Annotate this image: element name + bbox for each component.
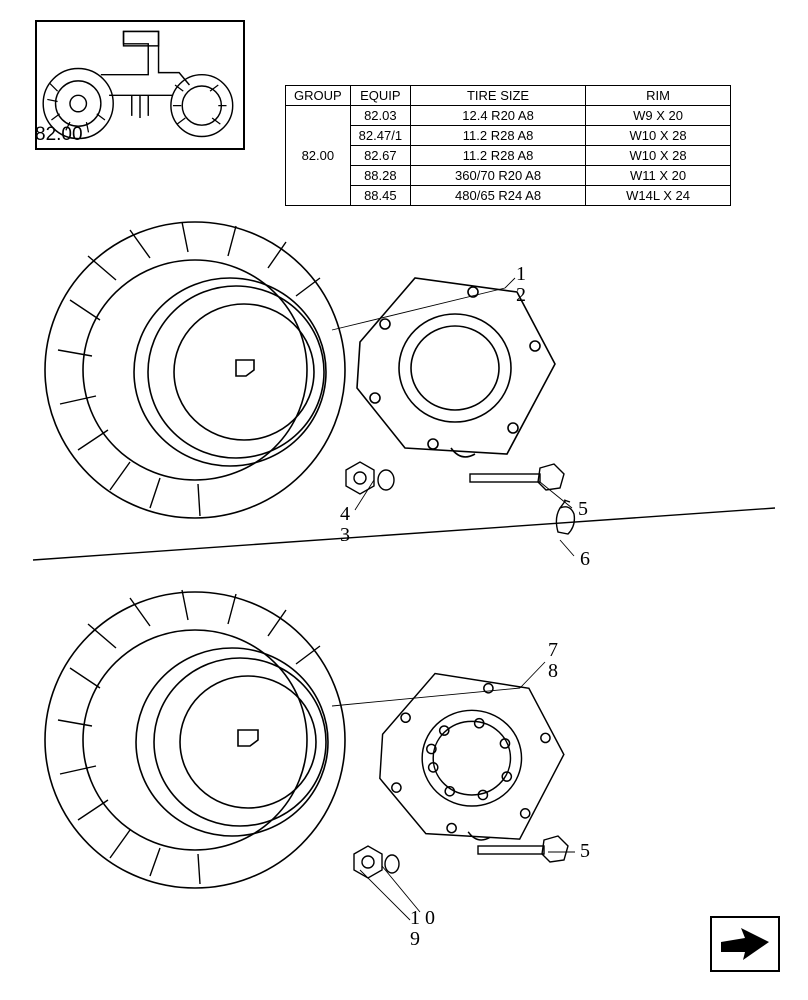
col-rim: RIM [586,86,731,106]
arrow-icon [715,922,775,966]
col-tire: TIRE SIZE [411,86,586,106]
callout-num: 4 [340,504,350,525]
callout-6: 6 [580,548,590,571]
cell-equip: 88.45 [350,186,410,206]
cell-tire: 11.2 R28 A8 [411,146,586,166]
callout-5-lower: 5 [580,840,590,863]
cell-group: 82.00 [286,106,351,206]
cell-tire: 11.2 R28 A8 [411,126,586,146]
callout-1-2: 1 2 [516,264,526,306]
page-root: 82.00 GROUP EQUIP TIRE SIZE RIM 82.00 82… [0,0,808,1000]
table-row: 88.45 480/65 R24 A8 W14L X 24 [286,186,731,206]
col-group: GROUP [286,86,351,106]
cell-rim: W9 X 20 [586,106,731,126]
cell-rim: W14L X 24 [586,186,731,206]
cell-equip: 82.67 [350,146,410,166]
callout-num: 8 [548,661,558,682]
group-badge: 82.00 [35,124,83,146]
cell-tire: 12.4 R20 A8 [411,106,586,126]
table-row: 88.28 360/70 R20 A8 W11 X 20 [286,166,731,186]
callout-5-upper: 5 [578,498,588,521]
callout-num: 7 [548,640,558,661]
callout-7-8: 7 8 [548,640,558,682]
table-header-row: GROUP EQUIP TIRE SIZE RIM [286,86,731,106]
cell-equip: 82.03 [350,106,410,126]
callout-10-9: 1 0 9 [410,908,435,950]
tire-rim-table: GROUP EQUIP TIRE SIZE RIM 82.00 82.03 12… [285,85,731,206]
callout-num: 2 [516,285,526,306]
cell-rim: W11 X 20 [586,166,731,186]
col-equip: EQUIP [350,86,410,106]
table-row: 82.67 11.2 R28 A8 W10 X 28 [286,146,731,166]
table-row: 82.00 82.03 12.4 R20 A8 W9 X 20 [286,106,731,126]
cell-tire: 360/70 R20 A8 [411,166,586,186]
table-row: 82.47/1 11.2 R28 A8 W10 X 28 [286,126,731,146]
cell-rim: W10 X 28 [586,126,731,146]
callout-4-3: 4 3 [340,504,350,546]
callout-num: 1 [516,264,526,285]
callout-num: 1 0 [410,908,435,929]
callout-num: 9 [410,929,435,950]
cell-tire: 480/65 R24 A8 [411,186,586,206]
cell-equip: 82.47/1 [350,126,410,146]
next-page-button[interactable] [710,916,780,972]
callout-num: 3 [340,525,350,546]
cell-rim: W10 X 28 [586,146,731,166]
cell-equip: 88.28 [350,166,410,186]
